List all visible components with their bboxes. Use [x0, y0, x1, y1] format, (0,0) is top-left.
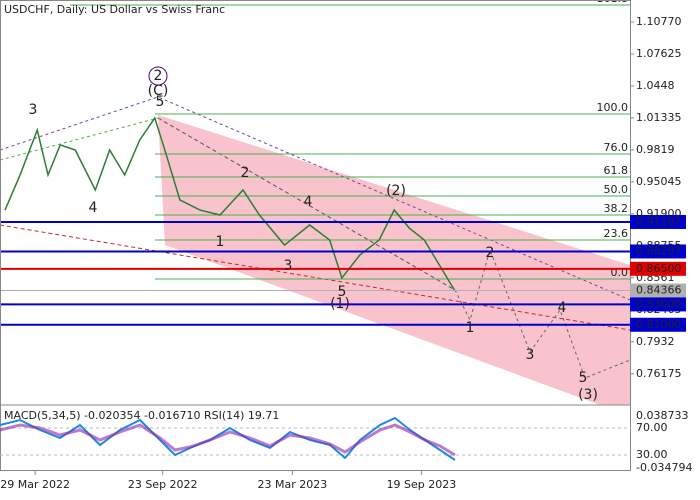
- wave-label: 1: [466, 320, 475, 336]
- frame: [0, 0, 631, 471]
- wave-label: 3: [284, 258, 293, 274]
- fib-label: 161.8: [597, 0, 629, 5]
- fib-label: 38.2: [604, 202, 629, 215]
- fib-label: 50.0: [604, 183, 629, 196]
- x-tick-label: 23 Sep 2022: [128, 478, 198, 491]
- price-level-label: 0.81000: [636, 318, 682, 331]
- y-tick-label: 1.01335: [636, 111, 682, 124]
- channel: [158, 115, 630, 405]
- y-tick-label: 1.0448: [636, 79, 675, 92]
- indicator-label: MACD(5,34,5) -0.020354 -0.016710 RSI(14)…: [4, 409, 279, 422]
- indicator-tick: 70.00: [636, 421, 668, 434]
- price-level-box: [630, 283, 686, 298]
- wave-label: 1: [216, 234, 225, 250]
- wave-label: 4: [304, 194, 313, 210]
- price-level-box: [630, 317, 686, 332]
- y-tick-label: 1.07625: [636, 47, 682, 60]
- wave-label: 3: [29, 102, 38, 118]
- wave-label: (3): [578, 387, 598, 403]
- wave-label: (2): [386, 183, 406, 199]
- wave-label: 2: [486, 245, 495, 261]
- wave-label: 2: [154, 68, 163, 84]
- price-level-box: [630, 244, 686, 259]
- y-tick-label: 1.10770: [636, 15, 682, 28]
- price-level-box: [630, 214, 686, 229]
- wave-label: 5: [156, 94, 165, 110]
- indicator-tick: 0.038733: [636, 409, 689, 422]
- trend-line: [157, 117, 456, 291]
- fib-label: 61.8: [604, 164, 629, 177]
- wave-label: 4: [89, 200, 98, 216]
- wave-label: 4: [558, 300, 567, 316]
- indicator-histogram: [0, 423, 456, 457]
- fib-label: 23.6: [604, 227, 629, 240]
- wave-label: 3: [526, 347, 535, 363]
- price-level-label: 0.86500: [636, 262, 682, 275]
- price-level-box: [630, 261, 686, 276]
- y-tick-label: 0.7932: [636, 335, 675, 348]
- price-line: [4, 116, 456, 291]
- wave-label: 5: [579, 370, 588, 386]
- wave-label: (1): [330, 296, 350, 312]
- y-tick-label: 0.95045: [636, 175, 682, 188]
- y-tick-label: 0.9819: [636, 143, 675, 156]
- chart-title: USDCHF, Daily: US Dollar vs Swiss Franc: [4, 3, 225, 16]
- x-tick-label: 29 Mar 2022: [0, 478, 70, 491]
- price-level-label: 0.88207: [636, 244, 682, 257]
- price-level-label: 0.83000: [636, 297, 682, 310]
- x-tick-label: 19 Sep 2023: [387, 478, 457, 491]
- price-level-box: [630, 297, 686, 312]
- trend-line: [0, 224, 631, 331]
- wave-label: 2: [241, 165, 250, 181]
- price-level-label: 0.84366: [636, 284, 682, 297]
- indicator-tick: 30.00: [636, 448, 668, 461]
- indicator-tick: -0.034794: [636, 461, 692, 474]
- x-tick-label: 23 Mar 2023: [258, 478, 328, 491]
- fib-label: 76.0: [604, 141, 629, 154]
- fib-label: 100.0: [597, 101, 629, 114]
- wave-circle: [148, 66, 168, 86]
- y-tick-label: 0.76175: [636, 367, 682, 380]
- price-level-label: 0.91107: [636, 215, 682, 228]
- wave-label: 5: [338, 284, 347, 300]
- trend-line: [0, 96, 631, 301]
- wave-label: (C): [148, 83, 169, 99]
